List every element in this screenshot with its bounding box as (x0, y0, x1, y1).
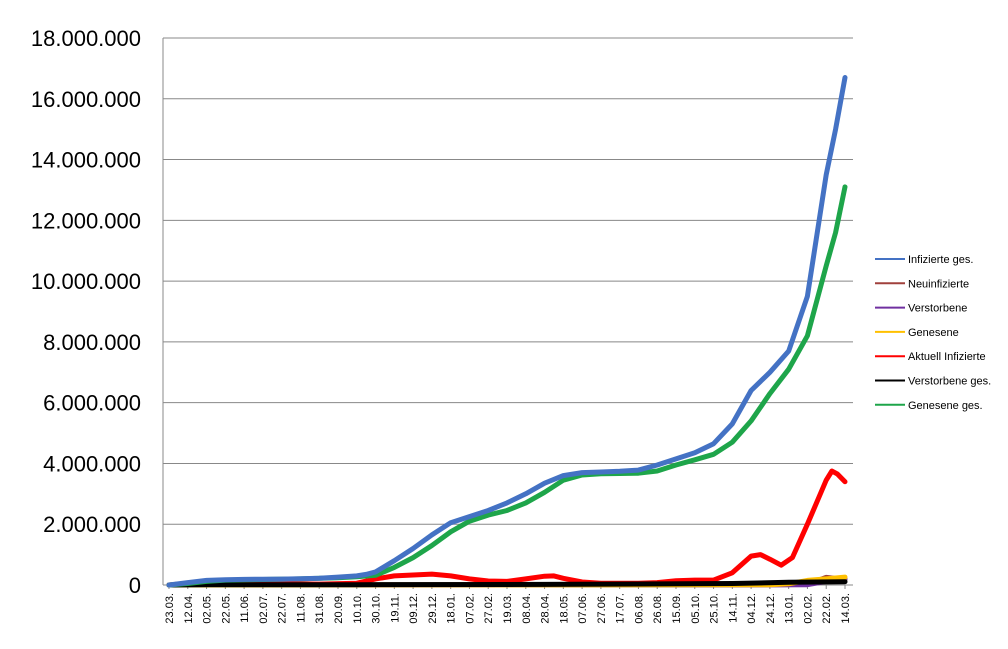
x-tick-label: 27.02. (483, 593, 495, 624)
x-tick-label: 02.07. (258, 593, 270, 624)
x-tick-label: 23.03. (164, 593, 176, 624)
y-tick-label: 6.000.000 (43, 391, 141, 416)
legend-label-neuinfizierte: Neuinfizierte (908, 278, 969, 290)
y-tick-label: 18.000.000 (31, 26, 141, 51)
y-tick-label: 14.000.000 (31, 148, 141, 173)
x-tick-label: 13.01. (784, 593, 796, 624)
x-tick-label: 07.02. (464, 593, 476, 624)
x-tick-label: 12.04. (183, 593, 195, 624)
x-tick-label: 05.10. (690, 593, 702, 624)
x-tick-label: 24.12. (765, 593, 777, 624)
x-tick-label: 22.07. (277, 593, 289, 624)
legend: Infizierte ges. Neuinfizierte Verstorbene G… (875, 254, 991, 412)
x-tick-label: 11.08. (295, 593, 307, 623)
x-tick-label: 11.06. (239, 593, 251, 623)
y-tick-label: 12.000.000 (31, 208, 141, 233)
y-tick-label: 10.000.000 (31, 269, 141, 294)
x-tick-label: 22.05. (220, 593, 232, 624)
x-tick-label: 26.08. (652, 593, 664, 624)
y-tick-label: 0 (129, 573, 141, 598)
x-tick-label: 28.04. (540, 593, 552, 624)
legend-label-verstorbene-ges: Verstorbene ges. (908, 376, 991, 388)
x-tick-label: 31.08. (314, 593, 326, 624)
series-line-infizierte-ges (166, 75, 848, 588)
y-tick-label: 4.000.000 (43, 451, 141, 476)
x-tick-label: 04.12. (746, 593, 758, 624)
legend-label-genesene-ges: Genesene ges. (908, 400, 983, 412)
x-tick-label: 25.10. (709, 593, 721, 624)
y-axis-tick-labels: 0 2.000.000 4.000.000 6.000.000 8.000.000 10.… (31, 26, 141, 598)
x-tick-label: 15.09. (671, 593, 683, 624)
legend-label-infizierte-ges: Infizierte ges. (908, 254, 973, 266)
x-tick-label: 20.09. (333, 593, 345, 624)
legend-label-aktuell-infizierte: Aktuell Infizierte (908, 351, 986, 363)
legend-label-genesene: Genesene (908, 327, 959, 339)
x-tick-label: 29.12. (427, 593, 439, 624)
x-tick-label: 07.06. (577, 593, 589, 624)
x-tick-label: 18.05. (558, 593, 570, 624)
x-tick-label: 19.03. (502, 593, 514, 624)
x-tick-label: 09.12. (408, 593, 420, 624)
x-tick-label: 02.02. (802, 593, 814, 624)
y-tick-label: 2.000.000 (43, 512, 141, 537)
series-line-aktuell-infizierte (166, 468, 848, 588)
x-tick-label: 18.01. (446, 593, 458, 624)
x-tick-label: 06.08. (633, 593, 645, 624)
y-tick-label: 16.000.000 (31, 87, 141, 112)
x-tick-label: 19.11. (389, 593, 401, 623)
y-tick-label: 8.000.000 (43, 330, 141, 355)
x-tick-label: 14.03. (840, 593, 852, 624)
legend-label-verstorbene: Verstorbene (908, 303, 967, 315)
gridlines (163, 37, 853, 525)
series-line-verstorbene-ges (166, 579, 848, 588)
x-tick-label: 22.02. (821, 593, 833, 624)
series-lines (166, 75, 848, 588)
x-tick-label: 27.06. (596, 593, 608, 624)
x-tick-label: 08.04. (521, 593, 533, 624)
x-axis-tick-labels: 23.03. 12.04. 02.05. 22.05. 11.06. 02.07. 22.0… (164, 585, 852, 624)
series-line-genesene-ges (166, 184, 848, 588)
x-tick-label: 02.05. (202, 593, 214, 624)
x-tick-label: 30.10. (371, 593, 383, 624)
x-tick-label: 10.10. (352, 593, 364, 624)
x-tick-label: 17.07. (615, 593, 627, 624)
x-tick-label: 14.11. (727, 593, 739, 623)
